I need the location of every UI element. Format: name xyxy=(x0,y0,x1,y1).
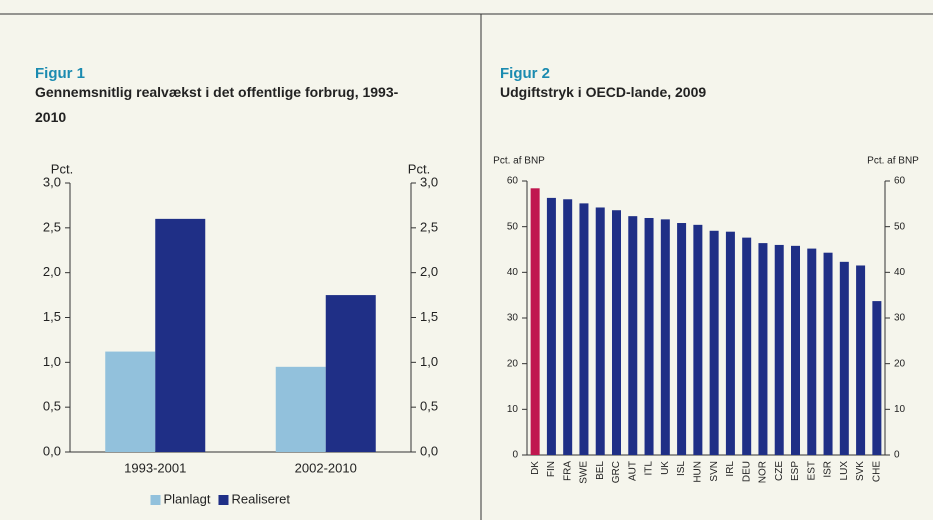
y2-tick-label: 30 xyxy=(894,313,906,324)
y2-tick-label: 10 xyxy=(894,404,906,415)
bar xyxy=(595,207,605,455)
chart-title: Gennemsnitlig realvækst i det offentlige… xyxy=(35,84,399,125)
bar xyxy=(709,230,719,455)
bar xyxy=(660,219,670,455)
y-axis-label: Pct. xyxy=(51,161,73,176)
chart-title: Udgiftstryk i OECD-lande, 2009 xyxy=(500,84,707,100)
bar xyxy=(579,203,589,455)
y-tick-label: 0,5 xyxy=(43,399,61,414)
x-tick-label: CZE xyxy=(774,461,785,481)
y2-tick-label: 2,5 xyxy=(420,219,438,234)
bar xyxy=(546,197,556,455)
legend-label: Planlagt xyxy=(164,491,211,506)
x-tick-label: FIN xyxy=(546,461,557,477)
x-tick-label: ITL xyxy=(644,461,655,476)
x-tick-label: DK xyxy=(530,461,541,475)
x-tick-label: NOR xyxy=(758,461,769,483)
x-tick-label: SVN xyxy=(709,461,720,482)
y-tick-label: 20 xyxy=(507,358,519,369)
y2-tick-label: 0,5 xyxy=(420,399,438,414)
y2-tick-label: 0,0 xyxy=(420,443,438,458)
x-tick-label: 2002-2010 xyxy=(295,460,357,475)
y-axis-label: Pct. af BNP xyxy=(493,156,545,167)
y2-tick-label: 50 xyxy=(894,221,906,232)
y2-tick-label: 20 xyxy=(894,358,906,369)
bar xyxy=(758,243,768,455)
figure-label: Figur 1 xyxy=(35,65,86,82)
figure-label: Figur 2 xyxy=(500,65,551,82)
y-tick-label: 2,5 xyxy=(43,219,61,234)
y2-axis-label: Pct. xyxy=(408,161,430,176)
bar xyxy=(677,223,687,455)
legend-swatch xyxy=(218,495,229,505)
y2-tick-label: 60 xyxy=(894,176,906,187)
y-tick-label: 1,5 xyxy=(43,309,61,324)
y2-tick-label: 1,0 xyxy=(420,354,438,369)
y-tick-label: 30 xyxy=(507,313,519,324)
y-tick-label: 10 xyxy=(507,404,519,415)
legend-swatch xyxy=(150,495,161,505)
bar xyxy=(155,218,206,452)
y2-tick-label: 3,0 xyxy=(420,174,438,189)
y-tick-label: 1,0 xyxy=(43,354,61,369)
x-tick-label: DEU xyxy=(741,461,752,482)
bar xyxy=(530,188,540,455)
y-tick-label: 40 xyxy=(507,267,519,278)
x-tick-label: BEL xyxy=(595,461,606,480)
x-tick-label: AUT xyxy=(627,461,638,481)
y-tick-label: 0 xyxy=(512,450,518,461)
bar xyxy=(644,217,654,455)
x-tick-label: SVK xyxy=(855,461,866,481)
bar xyxy=(791,245,800,455)
x-tick-label: FRA xyxy=(562,461,573,481)
bar xyxy=(612,210,621,455)
bar xyxy=(823,252,833,455)
x-tick-label: ESP xyxy=(790,461,801,481)
x-tick-label: UK xyxy=(660,461,671,475)
bar xyxy=(725,231,735,455)
x-tick-label: IRL xyxy=(725,461,736,477)
y2-tick-label: 40 xyxy=(894,267,906,278)
bar xyxy=(105,351,156,452)
y-tick-label: 2,0 xyxy=(43,264,61,279)
x-tick-label: GRC xyxy=(611,461,622,483)
y-tick-label: 50 xyxy=(507,221,519,232)
bar xyxy=(275,366,326,452)
x-tick-label: ISR xyxy=(823,461,834,478)
y2-tick-label: 0 xyxy=(894,450,900,461)
bar xyxy=(839,261,849,455)
y-tick-label: 3,0 xyxy=(43,174,61,189)
legend-label: Realiseret xyxy=(231,491,290,506)
x-tick-label: LUX xyxy=(839,461,850,481)
bar xyxy=(774,244,784,455)
bar xyxy=(628,216,638,455)
bar xyxy=(325,295,376,452)
y2-tick-label: 1,5 xyxy=(420,309,438,324)
bar xyxy=(563,199,573,455)
x-tick-label: SWE xyxy=(579,461,590,484)
x-tick-label: CHE xyxy=(872,461,883,482)
bar xyxy=(856,265,866,455)
y-tick-label: 0,0 xyxy=(43,443,61,458)
y2-axis-label: Pct. af BNP xyxy=(867,156,919,167)
y-tick-label: 60 xyxy=(507,176,519,187)
bar xyxy=(742,237,752,455)
x-tick-label: HUN xyxy=(693,461,704,483)
x-tick-label: ISL xyxy=(676,461,687,476)
bar xyxy=(872,301,882,455)
y2-tick-label: 2,0 xyxy=(420,264,438,279)
x-tick-label: 1993-2001 xyxy=(124,460,186,475)
x-tick-label: EST xyxy=(806,461,817,480)
bar xyxy=(693,224,703,455)
bar xyxy=(807,248,817,455)
